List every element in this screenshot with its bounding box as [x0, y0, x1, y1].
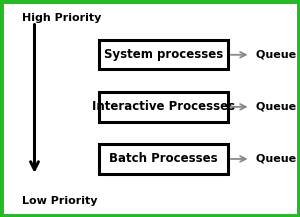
FancyBboxPatch shape — [99, 144, 228, 174]
Text: High Priority: High Priority — [22, 13, 102, 23]
Text: System processes: System processes — [104, 48, 223, 61]
FancyBboxPatch shape — [99, 40, 228, 69]
Text: Queue 3: Queue 3 — [256, 154, 300, 164]
Text: Low Priority: Low Priority — [22, 196, 98, 206]
Text: Queue 2: Queue 2 — [256, 102, 300, 112]
FancyBboxPatch shape — [99, 92, 228, 122]
Text: Interactive Processes: Interactive Processes — [92, 100, 235, 113]
Text: Batch Processes: Batch Processes — [109, 153, 218, 165]
Text: Queue 1: Queue 1 — [256, 50, 300, 60]
